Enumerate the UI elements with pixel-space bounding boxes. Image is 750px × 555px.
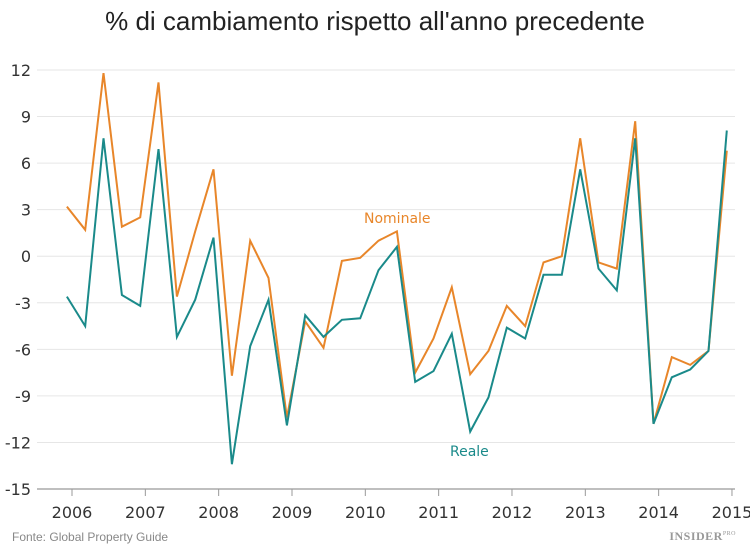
insider-pro-logo: INSIDERPRO bbox=[669, 529, 736, 544]
y-tick-label: 0 bbox=[21, 247, 31, 266]
x-tick-label: 2009 bbox=[272, 503, 313, 522]
series-label-nominale: Nominale bbox=[364, 211, 431, 227]
x-tick-label: 2010 bbox=[345, 503, 386, 522]
chart-title: % di cambiamento rispetto all'anno prece… bbox=[105, 6, 645, 36]
x-tick-label: 2013 bbox=[565, 503, 606, 522]
y-tick-label: 3 bbox=[21, 201, 31, 220]
source-note: Fonte: Global Property Guide bbox=[12, 530, 169, 544]
y-tick-label: -6 bbox=[15, 340, 31, 359]
series-line-reale bbox=[66, 130, 728, 465]
y-tick-label: -15 bbox=[5, 480, 31, 499]
logo-text: INSIDER bbox=[669, 529, 723, 543]
y-tick-label: -12 bbox=[5, 433, 31, 452]
x-tick-label: 2006 bbox=[52, 503, 93, 522]
series-line-nominale bbox=[66, 72, 728, 425]
y-tick-label: 6 bbox=[21, 154, 31, 173]
y-tick-label: -3 bbox=[15, 294, 31, 313]
x-tick-label: 2011 bbox=[418, 503, 459, 522]
x-tick-label: 2012 bbox=[492, 503, 533, 522]
x-tick-label: 2015 bbox=[712, 503, 750, 522]
series-label-reale: Reale bbox=[450, 444, 489, 460]
logo-sup: PRO bbox=[722, 531, 736, 537]
y-tick-label: -9 bbox=[15, 387, 31, 406]
x-tick-label: 2014 bbox=[638, 503, 679, 522]
x-tick-label: 2007 bbox=[125, 503, 166, 522]
y-tick-label: 9 bbox=[21, 108, 31, 127]
y-tick-label: 12 bbox=[11, 61, 31, 80]
x-tick-label: 2008 bbox=[198, 503, 239, 522]
